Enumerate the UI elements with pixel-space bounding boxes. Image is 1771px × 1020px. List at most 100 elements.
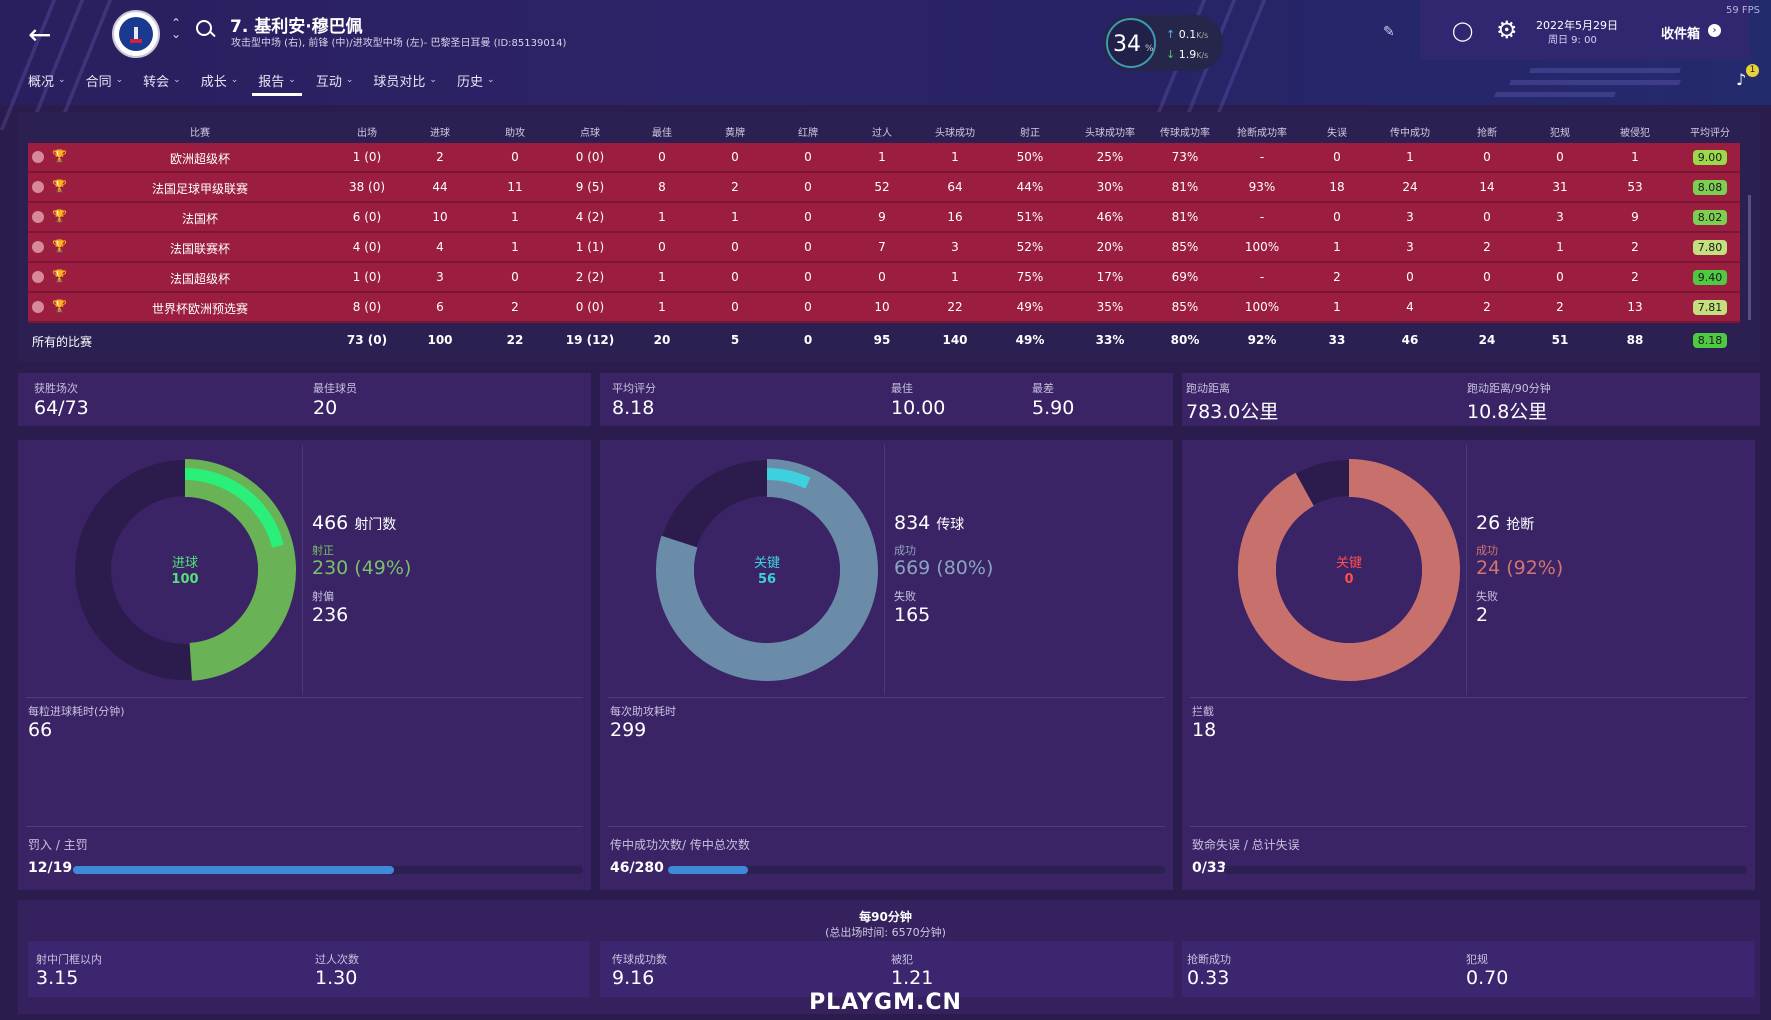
column-header[interactable]: 抢断成功率 bbox=[1237, 128, 1287, 139]
table-row[interactable]: 🏆 法国联赛杯 4 (0) 4 1 1 (1) 0 0 0 7 3 52% 20% 85% 100% 1 3 2 1… bbox=[28, 233, 1740, 263]
column-header[interactable]: 犯规 bbox=[1550, 128, 1570, 139]
rating-badge: 8.02 bbox=[1693, 210, 1727, 225]
donut-inner-arc bbox=[766, 468, 811, 489]
panel-b-value: 236 bbox=[312, 604, 349, 626]
gear-icon[interactable]: ⚙ bbox=[1496, 16, 1518, 44]
table-cell: 1 bbox=[731, 210, 739, 224]
tab-label: 互动 bbox=[315, 74, 342, 90]
table-cell: 16 bbox=[947, 210, 963, 224]
table-cell: 4 bbox=[436, 240, 444, 254]
table-cell: 1 bbox=[658, 210, 666, 224]
table-cell: 1 bbox=[951, 150, 959, 164]
table-cell: 17% bbox=[1096, 270, 1124, 284]
column-header[interactable]: 平均评分 bbox=[1690, 128, 1730, 139]
panel-total: 26 抢断 bbox=[1476, 512, 1534, 534]
panel-bar-label: 传中成功次数/ 传中总次数 bbox=[610, 838, 750, 852]
tab-item[interactable]: 互动 ⌄ bbox=[316, 70, 354, 90]
table-row[interactable]: 🏆 法国足球甲级联赛 38 (0) 44 11 9 (5) 8 2 0 52 64 44% 30% 81%… bbox=[28, 173, 1740, 203]
tab-item[interactable]: 转会 ⌄ bbox=[143, 70, 181, 90]
column-header[interactable]: 过人 bbox=[872, 128, 892, 139]
table-cell: 14 bbox=[1479, 180, 1495, 194]
bell-icon[interactable]: ♪ bbox=[1736, 70, 1747, 89]
table-row[interactable]: 🏆 法国杯 6 (0) 10 1 4 (2) 1 1 0 9 16 51% 46% 81% -0 3 0 3 9 8.… bbox=[28, 203, 1740, 233]
table-cell: 35% bbox=[1096, 300, 1124, 314]
tab-item[interactable]: 报告 ⌄ bbox=[252, 70, 302, 96]
search-icon[interactable] bbox=[196, 20, 212, 36]
table-cell: 3 bbox=[1406, 210, 1414, 224]
total-cell: 92% bbox=[1247, 333, 1277, 347]
total-label: 所有的比赛 bbox=[32, 335, 93, 349]
per90-subtitle: (总出场时间: 6570分钟) bbox=[825, 926, 946, 939]
table-row[interactable]: 🏆 法国超级杯 1 (0) 3 0 2 (2) 1 0 0 0 1 75% 17% 69% - 2 0 0 0 2 9.… bbox=[28, 263, 1740, 293]
total-cell: 24 bbox=[1478, 333, 1496, 347]
summary-value: 5.90 bbox=[1032, 397, 1075, 419]
column-header[interactable]: 射正 bbox=[1020, 128, 1040, 139]
panel-a-value: 669 (80%) bbox=[894, 557, 994, 579]
table-row[interactable]: 🏆 世界杯欧洲预选赛 8 (0) 6 2 0 (0) 1 0 0 10 22 49% 35% 85% 100… bbox=[28, 293, 1740, 323]
column-header[interactable]: 传中成功 bbox=[1390, 128, 1430, 139]
tab-item[interactable]: 概况 ⌄ bbox=[28, 70, 66, 90]
panel-bar-label: 罚入 / 主罚 bbox=[28, 838, 88, 852]
column-header[interactable]: 最佳 bbox=[652, 128, 672, 139]
panel-bar-text: 0/33 bbox=[1192, 860, 1227, 876]
chevron-down-icon: ⌄ bbox=[173, 75, 181, 85]
table-scrollbar[interactable] bbox=[1748, 195, 1751, 320]
row-toggle-icon[interactable] bbox=[32, 271, 44, 283]
edit-pencil-icon[interactable]: ✎ bbox=[1383, 24, 1395, 40]
table-cell: 0 bbox=[878, 270, 886, 284]
panel-b-value: 165 bbox=[894, 604, 931, 626]
table-cell: 1 bbox=[1631, 150, 1639, 164]
column-header[interactable]: 传球成功率 bbox=[1160, 128, 1210, 139]
table-cell: 31 bbox=[1552, 180, 1568, 194]
column-header[interactable]: 头球成功 bbox=[935, 128, 975, 139]
column-header[interactable]: 红牌 bbox=[798, 128, 818, 139]
column-header[interactable]: 出场 bbox=[357, 128, 377, 139]
column-header[interactable]: 头球成功率 bbox=[1085, 128, 1135, 139]
per90-value: 1.21 bbox=[891, 967, 934, 989]
per90-label: 抢断成功 bbox=[1187, 953, 1231, 966]
player-switch-arrows-icon[interactable]: ⌃ ⌄ bbox=[171, 16, 182, 41]
row-toggle-icon[interactable] bbox=[32, 211, 44, 223]
row-toggle-icon[interactable] bbox=[32, 181, 44, 193]
table-cell: - bbox=[1259, 150, 1265, 164]
panel-bar-text: 12/19 bbox=[28, 860, 73, 876]
table-cell: 0 (0) bbox=[575, 300, 605, 314]
chevron-right-icon[interactable]: › bbox=[1708, 24, 1721, 37]
panel-b-label: 射偏 bbox=[312, 590, 334, 603]
back-arrow-icon[interactable]: ← bbox=[28, 18, 52, 51]
table-cell: 93% bbox=[1248, 180, 1276, 194]
chevron-down-icon: ⌄ bbox=[429, 75, 437, 85]
column-header[interactable]: 黄牌 bbox=[725, 128, 745, 139]
tab-item[interactable]: 历史 ⌄ bbox=[457, 70, 495, 90]
column-header[interactable]: 被侵犯 bbox=[1620, 128, 1650, 139]
table-cell: 0 bbox=[731, 240, 739, 254]
column-header[interactable]: 比赛 bbox=[190, 128, 210, 139]
table-cell: - bbox=[1259, 210, 1265, 224]
column-header[interactable]: 进球 bbox=[430, 128, 450, 139]
panel-mid-value: 18 bbox=[1192, 719, 1217, 741]
globe-icon[interactable]: ◯ bbox=[1452, 20, 1474, 42]
column-header[interactable]: 抢断 bbox=[1477, 128, 1497, 139]
column-header[interactable]: 助攻 bbox=[505, 128, 525, 139]
panel-a-label: 成功 bbox=[1476, 544, 1498, 557]
tab-item[interactable]: 球员对比 ⌄ bbox=[373, 70, 437, 90]
fps-counter: 59 FPS bbox=[1726, 5, 1761, 16]
tab-item[interactable]: 成长 ⌄ bbox=[201, 70, 239, 90]
table-cell: 9 bbox=[878, 210, 886, 224]
net-down: ↓ 1.9K/s bbox=[1166, 48, 1209, 61]
row-toggle-icon[interactable] bbox=[32, 301, 44, 313]
table-cell: 1 (1) bbox=[575, 240, 605, 254]
panel-total-label: 传球 bbox=[936, 517, 965, 533]
donut-inner-arc bbox=[184, 468, 284, 548]
column-header[interactable]: 点球 bbox=[580, 128, 600, 139]
column-header[interactable]: 失误 bbox=[1327, 128, 1347, 139]
row-toggle-icon[interactable] bbox=[32, 151, 44, 163]
total-cell: 46 bbox=[1401, 333, 1419, 347]
row-toggle-icon[interactable] bbox=[32, 241, 44, 253]
inbox-button[interactable]: 收件箱 bbox=[1661, 27, 1701, 42]
donut-center-label: 关键 bbox=[753, 556, 780, 571]
donut-chart bbox=[1238, 459, 1460, 681]
table-cell: 2 bbox=[1631, 270, 1639, 284]
tab-item[interactable]: 合同 ⌄ bbox=[86, 70, 124, 90]
table-row[interactable]: 🏆 欧洲超级杯 1 (0) 2 0 0 (0) 0 0 0 1 1 50% 25% 73% - 0 1 0 0 1 9.… bbox=[28, 143, 1740, 173]
